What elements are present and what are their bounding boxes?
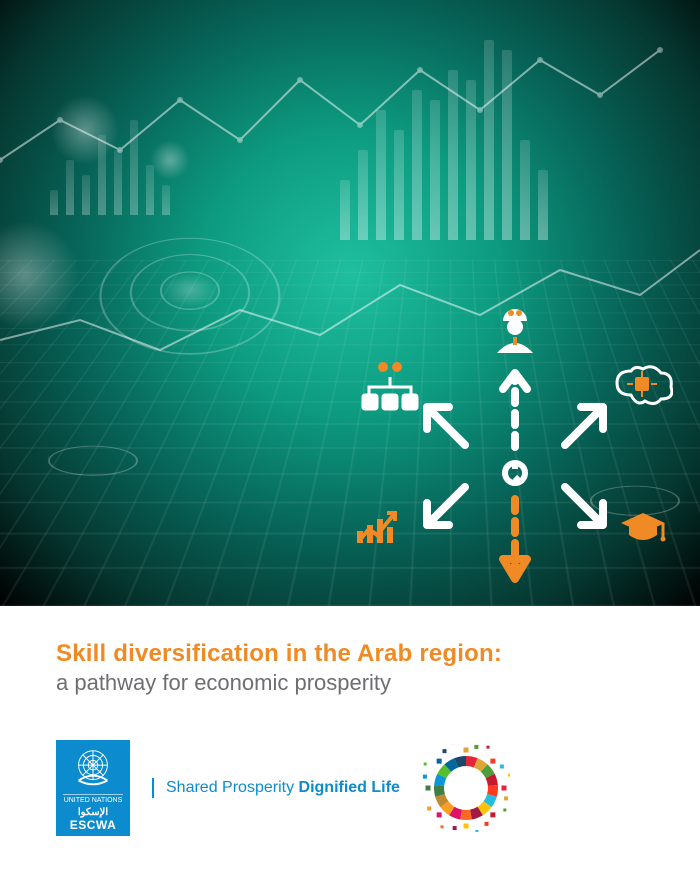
hero-graphic — [0, 0, 700, 606]
un-emblem-icon — [69, 744, 117, 792]
arrow-down-right-icon — [555, 477, 615, 537]
brain-circuit-icon — [613, 365, 673, 413]
title-block: Skill diversification in the Arab region… — [56, 640, 660, 696]
sdg-wheel-logo — [422, 744, 510, 832]
report-subtitle: a pathway for economic prosperity — [56, 670, 660, 696]
tagline-part1: Shared Prosperity — [166, 779, 299, 796]
escwa-arabic: الإسكوا — [78, 807, 108, 818]
skills-icon-cluster — [355, 345, 675, 605]
un-label: UNITED NATIONS — [63, 794, 123, 805]
tagline-part2: Dignified Life — [299, 779, 400, 796]
pivot-center-icon — [501, 459, 529, 487]
growth-chart-icon — [355, 507, 399, 545]
un-escwa-logo: UNITED NATIONS الإسكوا ESCWA — [56, 740, 130, 836]
org-boxes-icon — [361, 361, 425, 411]
logo-row: UNITED NATIONS الإسكوا ESCWA Shared Pros… — [56, 740, 510, 836]
arrow-down-left-icon — [415, 477, 475, 537]
arrow-up-icon — [497, 361, 533, 451]
report-title: Skill diversification in the Arab region… — [56, 640, 660, 668]
arrow-up-right-icon — [555, 395, 615, 455]
tagline: Shared Prosperity Dignified Life — [152, 778, 400, 797]
worker-icon — [487, 307, 543, 353]
graduation-cap-icon — [619, 511, 667, 545]
escwa-english: ESCWA — [70, 818, 117, 832]
arrow-down-icon — [497, 495, 533, 587]
